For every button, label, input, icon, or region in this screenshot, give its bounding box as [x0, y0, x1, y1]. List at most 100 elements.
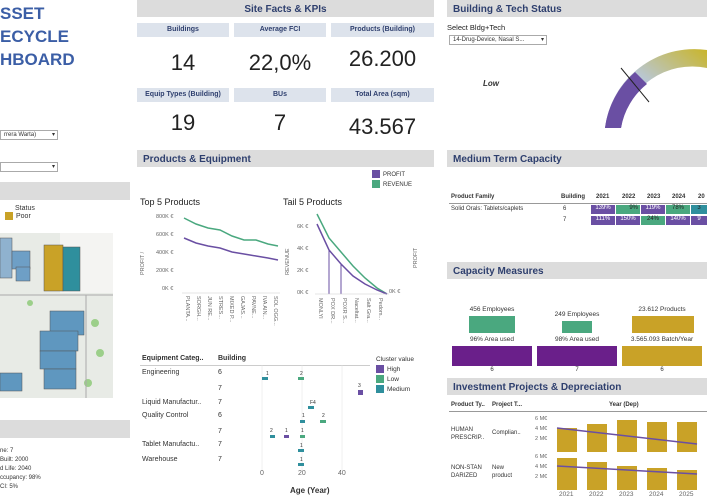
equip-bld: 7 — [218, 441, 222, 448]
top5-chart[interactable]: PROFIT / 800K € 600K € 400K € 200K € 0K … — [140, 210, 280, 345]
kpi-label-buildings: Buildings — [137, 23, 229, 37]
cap-cell[interactable]: 119% — [641, 205, 665, 214]
equip-marker[interactable] — [300, 435, 305, 438]
site-map[interactable] — [0, 233, 113, 398]
legend-low[interactable]: Low — [376, 375, 414, 385]
svg-text:2: 2 — [270, 428, 273, 434]
tail5-xtick: POXR S... — [341, 298, 347, 324]
inv-xtick: 2021 — [559, 491, 574, 498]
equip-row[interactable]: Warehouse — [142, 456, 178, 463]
cap-head-2021: 2021 — [596, 194, 610, 200]
legend-low-label: Low — [387, 376, 399, 383]
svg-text:3: 3 — [358, 383, 361, 389]
measure-group[interactable]: 456 Employees 96% Area used 6 — [452, 306, 532, 374]
tail5-ytick-3: 0K € — [297, 290, 309, 296]
bldg-tech-select[interactable]: 14-Drug-Device, Nasal S... ▾ — [449, 35, 547, 45]
cap-cell[interactable]: 9% — [616, 205, 640, 214]
measure-group[interactable]: 23.612 Products 3.565.093 Batch/Year 6 — [622, 306, 702, 374]
cap-cell[interactable]: 111% — [591, 216, 615, 225]
info-name: ne: 7 — [0, 448, 14, 454]
equip-marker[interactable] — [358, 390, 363, 395]
equip-row[interactable]: Tablet Manufactu.. — [142, 441, 199, 448]
equip-row[interactable]: Engineering — [142, 369, 179, 376]
status-swatch — [5, 212, 13, 220]
inv-depreciation-line — [556, 465, 698, 475]
equip-marker[interactable] — [298, 463, 304, 466]
building-dropdown[interactable]: ▾ — [0, 162, 58, 172]
measure-top-bar — [562, 321, 592, 333]
svg-text:2: 2 — [300, 371, 303, 377]
low-swatch — [376, 375, 384, 384]
svg-text:2: 2 — [322, 413, 325, 419]
inv-bar[interactable] — [587, 424, 607, 452]
equip-marker[interactable] — [270, 435, 275, 438]
inv-xtick: 2022 — [589, 491, 604, 498]
inv-ytick: 2 M€ — [535, 474, 548, 480]
measure-bottom-label: 98% Area used — [554, 336, 600, 343]
legend-medium[interactable]: Medium — [376, 385, 414, 395]
inv-bar[interactable] — [647, 422, 667, 452]
top5-revenue-line — [183, 217, 279, 247]
age-xlabel: Age (Year) — [290, 486, 330, 495]
cap-cell[interactable]: 150% — [616, 216, 640, 225]
investment-title: Investment Projects & Depreciation — [453, 382, 622, 393]
tail5-xtick: Salt Gra... — [365, 298, 371, 323]
equip-row[interactable]: Liquid Manufactur.. — [142, 399, 201, 406]
cap-cell[interactable]: 9 — [691, 216, 707, 225]
cap-cell[interactable]: 78% — [666, 205, 690, 214]
inv-bar[interactable] — [587, 462, 607, 490]
inv-bar[interactable] — [557, 428, 577, 452]
equip-marker[interactable] — [298, 377, 304, 380]
measure-bottom-bar — [622, 346, 702, 366]
equip-marker[interactable] — [284, 435, 289, 438]
inv-bar[interactable] — [557, 458, 577, 490]
cap-cell[interactable]: 139% — [591, 205, 615, 214]
measure-top-bar — [469, 316, 515, 333]
cap-head-2024: 2024 — [672, 194, 686, 200]
cap-head-2025: 20 — [698, 194, 705, 200]
equip-marker[interactable] — [298, 449, 304, 452]
site-dropdown[interactable]: rrera Warta) ▾ — [0, 130, 58, 140]
inv-bar[interactable] — [647, 468, 667, 490]
equip-marker[interactable] — [308, 406, 314, 409]
investment-bars[interactable] — [553, 414, 707, 490]
inv-bar[interactable] — [677, 470, 697, 490]
legend-profit[interactable]: PROFIT — [372, 170, 412, 180]
equip-marker[interactable] — [320, 420, 326, 423]
tail5-ytick-1: 4K € — [297, 246, 309, 252]
measure-top-bar — [632, 316, 694, 333]
measure-group[interactable]: 249 Employees 98% Area used 7 — [537, 306, 617, 374]
cap-cell[interactable]: 24% — [641, 216, 665, 225]
inv-bar[interactable] — [617, 466, 637, 490]
svg-text:1: 1 — [302, 413, 305, 419]
status-value: Poor — [16, 212, 31, 220]
equip-marker[interactable] — [262, 377, 268, 380]
top5-lines — [182, 217, 280, 294]
top5-xtick: JUN RE... — [206, 296, 212, 321]
kpi-value-products: 26.200 — [348, 46, 417, 71]
profit-swatch — [372, 170, 380, 179]
equipment-age-plot[interactable]: 1 2 3 F4 1 2 2 1 1 1 1 — [240, 365, 370, 473]
tail5-chart[interactable]: REVENUE 6K € 4K € 2K € 0K € 0K € PROFIT … — [283, 210, 433, 345]
tail5-ylabel-right: PROFIT — [413, 247, 419, 268]
tail5-lines — [315, 213, 389, 295]
inv-col-year: Year (Dep) — [609, 402, 639, 408]
svg-text:1: 1 — [300, 457, 303, 463]
inv-bar[interactable] — [677, 422, 697, 452]
legend-high[interactable]: High — [376, 365, 414, 375]
inv-ytick: 4 M€ — [535, 464, 548, 470]
cap-cell[interactable]: 140% — [666, 216, 690, 225]
legend-revenue[interactable]: REVENUE — [372, 180, 412, 190]
measure-top-label: 249 Employees — [554, 311, 600, 318]
cap-cell[interactable]: 3 — [691, 205, 707, 214]
kpi-label-fci: Average FCI — [234, 23, 326, 37]
tail5-xtick: Pedom... — [377, 298, 383, 321]
equip-marker[interactable] — [300, 420, 305, 423]
top5-ytick-2: 400K € — [156, 250, 174, 256]
equip-cat: Engineering — [142, 369, 180, 376]
info-occupancy: ccupancy: 98% — [0, 475, 41, 481]
equip-row[interactable]: Quality Control — [142, 412, 188, 419]
kpi-label-products: Products (Building) — [331, 23, 434, 37]
inv-xtick: 2024 — [649, 491, 664, 498]
top5-xtick: SOL OGG... — [272, 296, 278, 326]
